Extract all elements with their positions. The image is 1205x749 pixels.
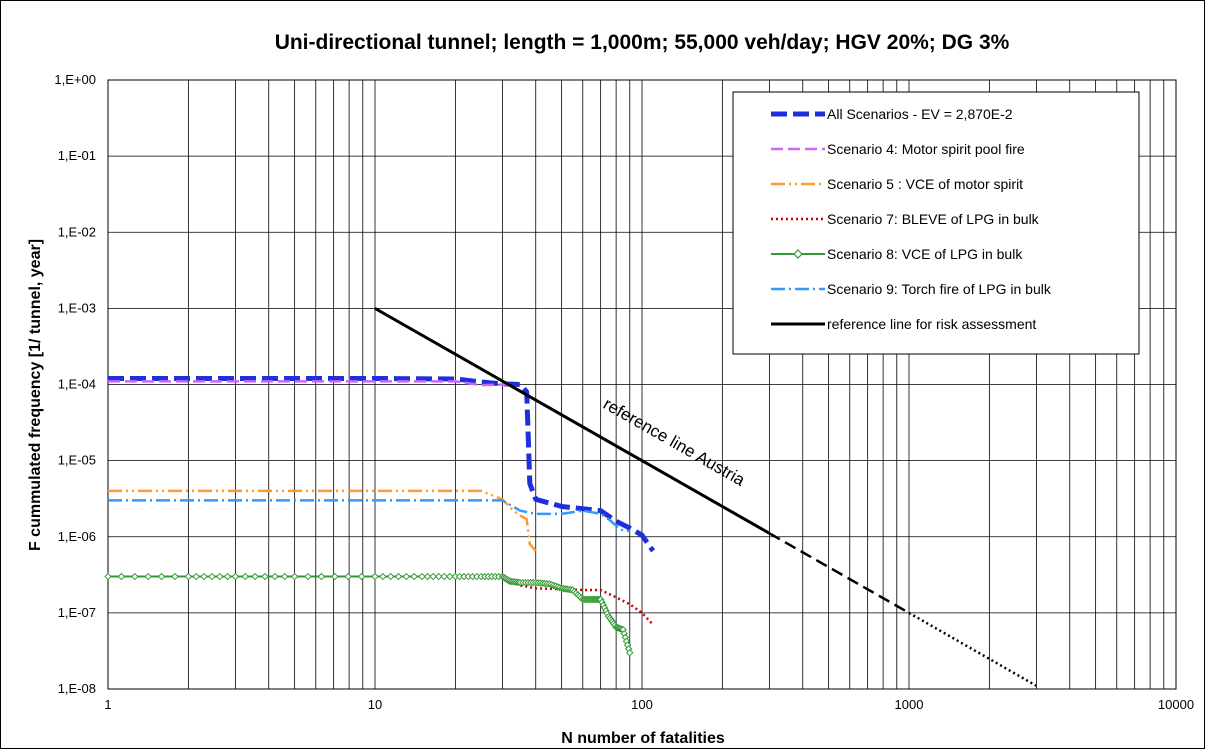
legend-entry-label: Scenario 9: Torch fire of LPG in bulk bbox=[827, 281, 1052, 297]
series-marker bbox=[157, 572, 166, 581]
series-marker bbox=[131, 572, 139, 581]
series-line-3 bbox=[108, 489, 537, 552]
series-marker bbox=[104, 572, 112, 581]
series-marker bbox=[184, 572, 193, 581]
series-marker bbox=[271, 572, 279, 581]
series-marker bbox=[331, 572, 339, 581]
legend-entry-label: Scenario 7: BLEVE of LPG in bulk bbox=[827, 211, 1040, 227]
series-marker bbox=[241, 572, 249, 581]
series-marker bbox=[371, 572, 379, 581]
series-marker bbox=[304, 572, 312, 581]
x-axis-label: N number of fatalities bbox=[561, 730, 725, 747]
x-tick-label: 10000 bbox=[1158, 697, 1194, 712]
legend: All Scenarios - EV = 2,870E-2 Scenario 4:… bbox=[732, 91, 1140, 355]
y-tick-label: 1,E-07 bbox=[58, 605, 96, 620]
series-line-4 bbox=[501, 575, 654, 626]
reference-extension-dashed bbox=[768, 532, 910, 614]
y-tick-label: 1,E-03 bbox=[58, 300, 96, 315]
series-marker bbox=[251, 572, 259, 581]
series-marker bbox=[394, 572, 403, 581]
series-line-1 bbox=[108, 375, 656, 553]
series-marker bbox=[418, 572, 426, 581]
legend-entry-label: reference line for risk assessment bbox=[827, 316, 1036, 332]
legend-entry-label: Scenario 8: VCE of LPG in bulk bbox=[827, 246, 1023, 262]
series-marker bbox=[429, 572, 437, 581]
series-marker bbox=[171, 572, 179, 581]
legend-entry-label: Scenario 5 : VCE of motor spirit bbox=[827, 176, 1023, 192]
series-line-2 bbox=[108, 380, 510, 387]
tick-labels: 1 10 100 1000 10000 1,E+00 1,E-01 1,E-02 1,E-03 1… bbox=[54, 72, 1194, 712]
legend-marker bbox=[793, 249, 803, 259]
series-marker bbox=[192, 572, 200, 581]
series-marker bbox=[144, 572, 152, 581]
y-tick-label: 1,E-08 bbox=[58, 681, 96, 696]
y-tick-label: 1,E-06 bbox=[58, 529, 96, 544]
series-marker bbox=[423, 572, 432, 581]
legend-entry-label: Scenario 4: Motor spirit pool fire bbox=[827, 141, 1025, 157]
series-marker bbox=[440, 572, 448, 581]
y-tick-label: 1,E-01 bbox=[58, 148, 96, 163]
legend-entry-label: All Scenarios - EV = 2,870E-2 bbox=[827, 106, 1013, 122]
series-marker bbox=[223, 572, 232, 581]
series-marker bbox=[117, 572, 126, 581]
x-tick-label: 100 bbox=[631, 697, 653, 712]
series-marker bbox=[216, 572, 224, 581]
series-marker bbox=[344, 572, 352, 581]
y-tick-label: 1,E-02 bbox=[58, 224, 96, 239]
series-marker bbox=[200, 572, 208, 581]
x-tick-label: 1 bbox=[104, 697, 111, 712]
series-marker bbox=[402, 572, 411, 581]
series-line-6 bbox=[108, 499, 630, 532]
y-tick-label: 1,E+00 bbox=[54, 72, 96, 87]
plot-area bbox=[107, 79, 1177, 690]
series-line-7 bbox=[374, 307, 771, 535]
series-marker bbox=[357, 572, 366, 581]
series-marker bbox=[261, 572, 269, 581]
series-marker bbox=[208, 572, 216, 581]
y-tick-label: 1,E-04 bbox=[58, 377, 96, 392]
x-tick-label: 10 bbox=[368, 697, 382, 712]
series-lines bbox=[104, 307, 1038, 687]
series-marker bbox=[379, 572, 387, 581]
legend-box bbox=[732, 91, 1140, 355]
series-marker bbox=[386, 572, 395, 581]
chart-title: Uni-directional tunnel; length = 1,000m;… bbox=[275, 31, 1010, 54]
series-marker bbox=[626, 648, 634, 657]
series-marker bbox=[410, 572, 418, 581]
series-marker bbox=[281, 572, 289, 581]
y-tick-label: 1,E-05 bbox=[58, 453, 96, 468]
series-marker bbox=[317, 572, 326, 581]
series-marker bbox=[290, 572, 299, 581]
x-tick-label: 1000 bbox=[895, 697, 924, 712]
series-marker bbox=[231, 572, 240, 581]
series-marker bbox=[434, 572, 443, 581]
y-axis-label: F cummulated frequency [1/ tunnel, year] bbox=[27, 239, 44, 551]
series-marker bbox=[446, 572, 454, 581]
